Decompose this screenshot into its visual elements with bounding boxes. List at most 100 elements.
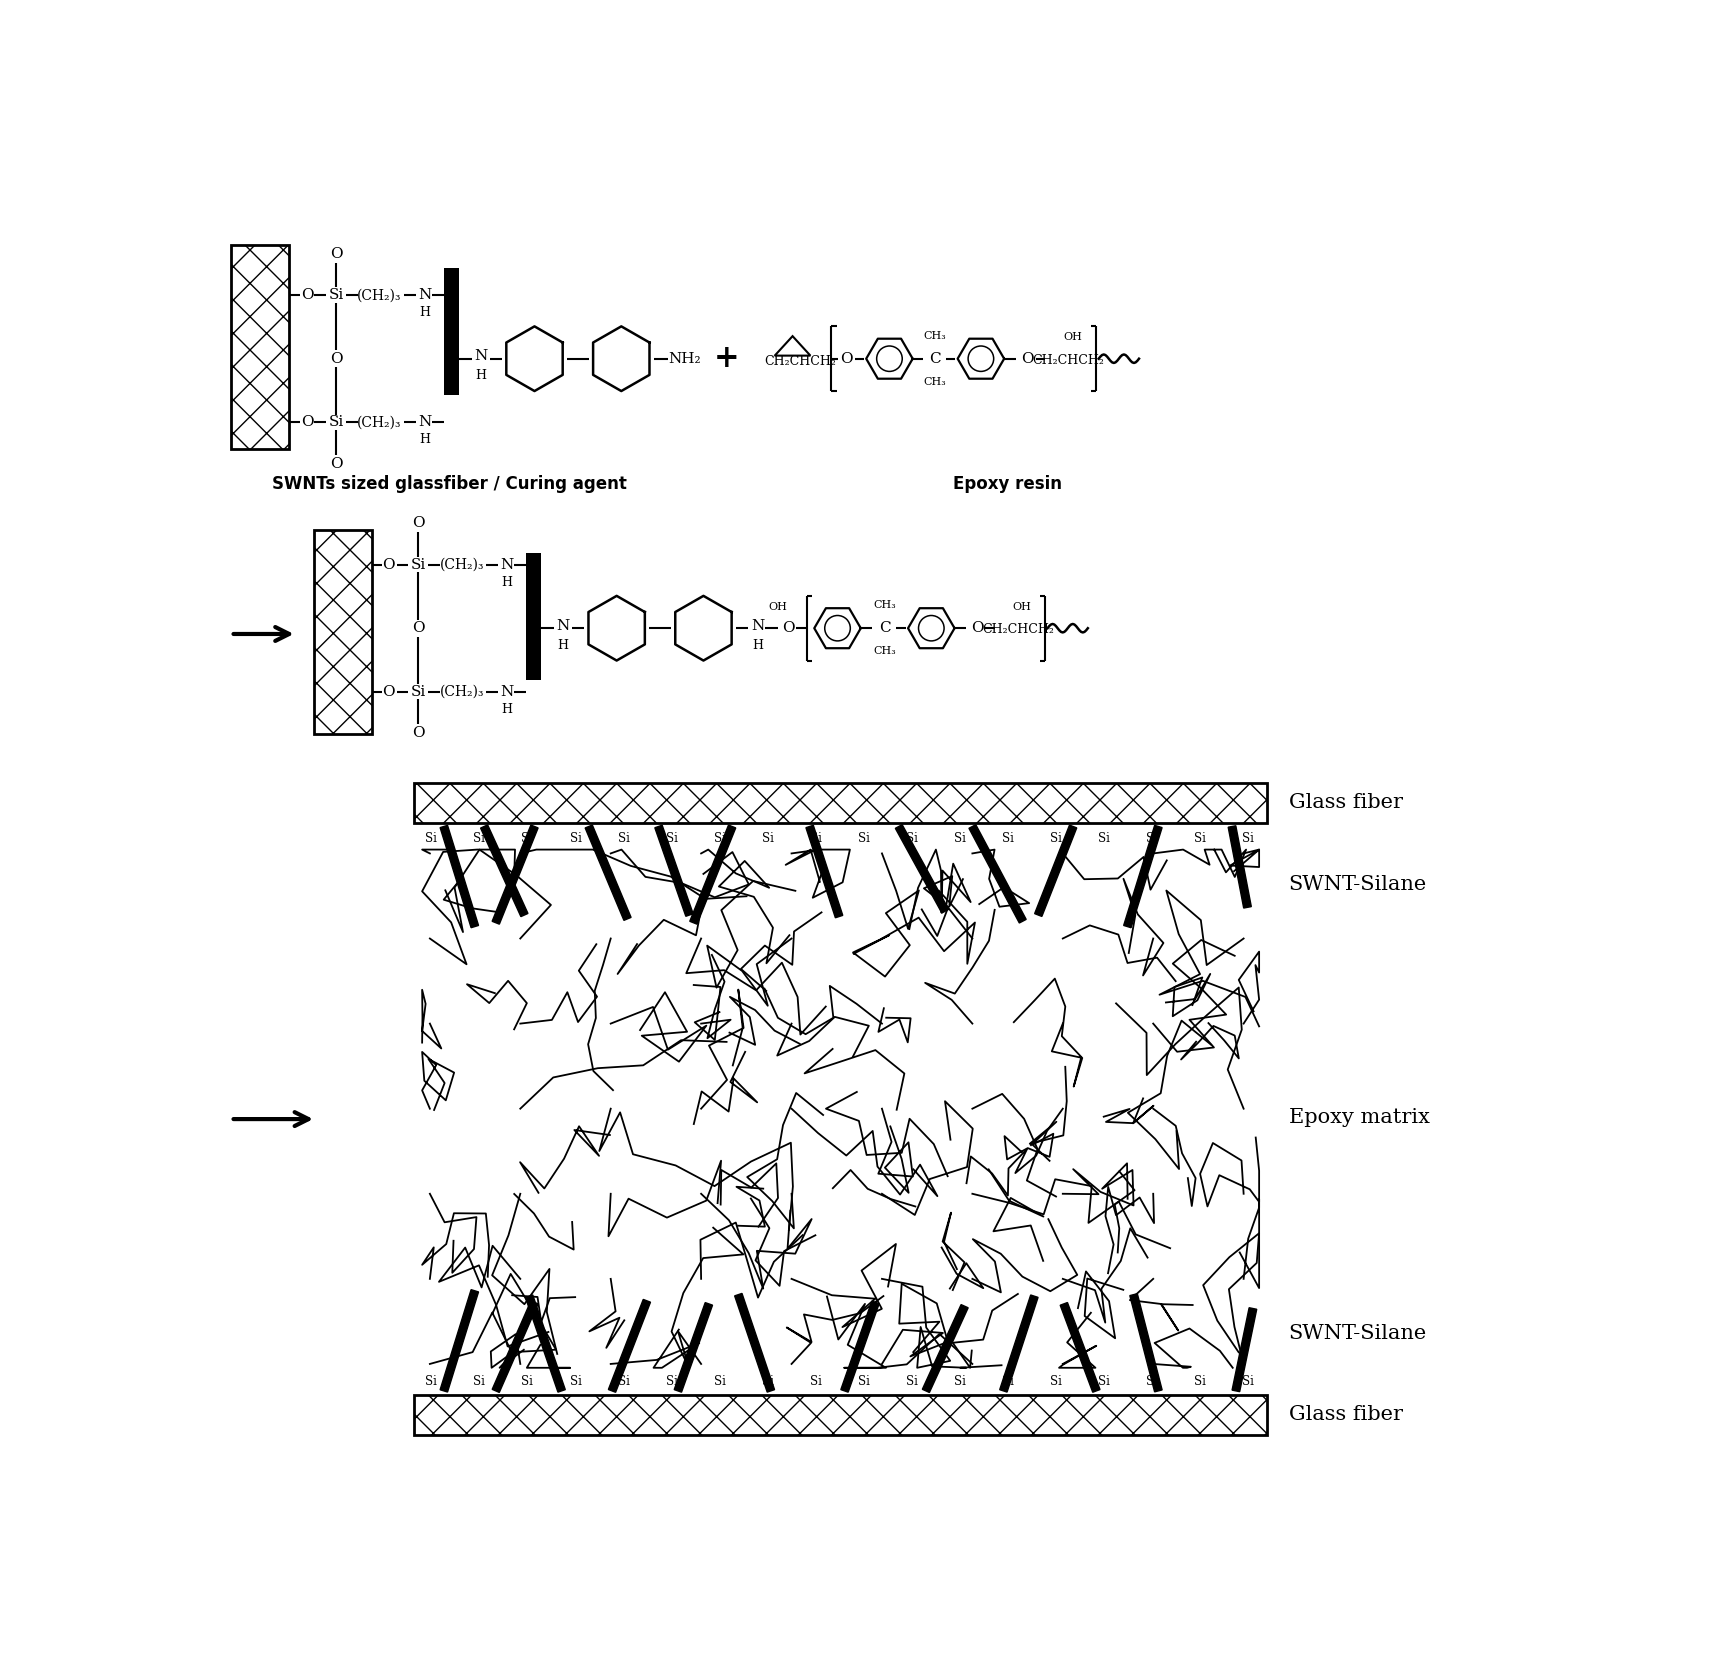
Bar (414, 783, 1268, 823)
Text: (CH₂)₃: (CH₂)₃ (439, 558, 484, 572)
Text: O: O (971, 620, 983, 636)
Text: Si: Si (411, 558, 427, 572)
Polygon shape (492, 825, 538, 924)
Text: O: O (782, 620, 794, 636)
Text: N: N (499, 684, 513, 699)
Text: O: O (1021, 352, 1033, 366)
Text: C: C (879, 620, 891, 636)
Polygon shape (841, 1301, 879, 1392)
Text: Si: Si (954, 1375, 966, 1389)
Text: N: N (418, 416, 432, 429)
Text: CH₂CHCH₂: CH₂CHCH₂ (765, 356, 836, 369)
Text: Epoxy resin: Epoxy resin (952, 475, 1061, 493)
Text: Si: Si (617, 1375, 629, 1389)
Text: Si: Si (328, 416, 343, 429)
Polygon shape (922, 1305, 968, 1392)
Text: Si: Si (858, 1375, 869, 1389)
Text: Si: Si (473, 1375, 486, 1389)
Text: Si: Si (522, 1375, 534, 1389)
Polygon shape (1228, 825, 1252, 907)
Text: Si: Si (954, 832, 966, 845)
Polygon shape (492, 1301, 538, 1392)
Text: CH₂CHCH₂: CH₂CHCH₂ (1032, 354, 1105, 367)
Text: SWNTs sized glassfiber / Curing agent: SWNTs sized glassfiber / Curing agent (272, 475, 626, 493)
Bar (231, 245, 290, 449)
Polygon shape (675, 1303, 713, 1392)
Text: Si: Si (569, 832, 581, 845)
Text: Epoxy matrix: Epoxy matrix (1288, 1107, 1429, 1127)
Polygon shape (1035, 825, 1077, 916)
Text: Si: Si (1242, 832, 1254, 845)
Polygon shape (735, 1293, 775, 1392)
Text: Si: Si (425, 832, 437, 845)
Text: SWNT-Silane: SWNT-Silane (1288, 1323, 1427, 1343)
Text: Si: Si (1002, 1375, 1013, 1389)
Polygon shape (655, 825, 694, 916)
Text: SWNT-Silane: SWNT-Silane (1288, 875, 1427, 894)
Text: Si: Si (522, 832, 534, 845)
Polygon shape (1131, 1293, 1162, 1392)
Text: CH₃: CH₃ (874, 600, 896, 610)
Polygon shape (690, 825, 735, 924)
Text: (CH₂)₃: (CH₂)₃ (357, 416, 402, 429)
Text: Si: Si (617, 832, 629, 845)
Text: H: H (753, 639, 763, 652)
Text: Si: Si (761, 1375, 773, 1389)
Text: Si: Si (713, 832, 725, 845)
Text: Glass fiber: Glass fiber (1288, 793, 1403, 812)
Polygon shape (1059, 1303, 1099, 1392)
Polygon shape (1233, 1308, 1257, 1392)
Text: Si: Si (1242, 1375, 1254, 1389)
Text: H: H (420, 307, 430, 319)
Polygon shape (584, 825, 631, 921)
Text: O: O (302, 288, 314, 302)
Bar (414, 1395, 1268, 1436)
Text: N: N (475, 349, 487, 364)
Text: O: O (329, 247, 342, 260)
Text: CH₃: CH₃ (874, 646, 896, 656)
Text: Si: Si (905, 1375, 917, 1389)
Text: Si: Si (666, 1375, 678, 1389)
Text: H: H (420, 433, 430, 446)
Bar (314, 530, 371, 735)
Polygon shape (609, 1300, 650, 1392)
Text: O: O (383, 684, 395, 699)
Text: N: N (499, 558, 513, 572)
Polygon shape (440, 1290, 479, 1392)
Text: Si: Si (1049, 1375, 1061, 1389)
Text: Si: Si (761, 832, 773, 845)
Text: O: O (413, 726, 425, 740)
Text: O: O (329, 352, 342, 366)
Text: (CH₂)₃: (CH₂)₃ (439, 684, 484, 699)
Text: Si: Si (1002, 832, 1013, 845)
Text: Si: Si (810, 1375, 822, 1389)
Text: OH: OH (1063, 332, 1082, 342)
Text: Si: Si (1193, 832, 1205, 845)
Text: Si: Si (1049, 832, 1061, 845)
Text: CH₃: CH₃ (924, 377, 947, 387)
Text: Si: Si (473, 832, 486, 845)
Bar (525, 553, 541, 681)
Text: Si: Si (666, 832, 678, 845)
Text: (CH₂)₃: (CH₂)₃ (357, 288, 402, 302)
Text: OH: OH (768, 602, 787, 612)
Text: O: O (302, 416, 314, 429)
Polygon shape (525, 1295, 565, 1392)
Text: Si: Si (1193, 1375, 1205, 1389)
Text: CH₃: CH₃ (924, 330, 947, 340)
Text: Si: Si (425, 1375, 437, 1389)
Polygon shape (1001, 1295, 1039, 1392)
Text: Si: Si (1098, 1375, 1110, 1389)
Text: Si: Si (1146, 832, 1157, 845)
Text: Si: Si (328, 288, 343, 302)
Text: Si: Si (713, 1375, 725, 1389)
Text: H: H (558, 639, 569, 652)
Text: O: O (329, 456, 342, 471)
Text: H: H (475, 369, 487, 382)
Text: O: O (383, 558, 395, 572)
Text: Si: Si (1146, 1375, 1157, 1389)
Polygon shape (1124, 825, 1162, 927)
Text: O: O (841, 352, 853, 366)
Bar (444, 268, 460, 396)
Text: Si: Si (905, 832, 917, 845)
